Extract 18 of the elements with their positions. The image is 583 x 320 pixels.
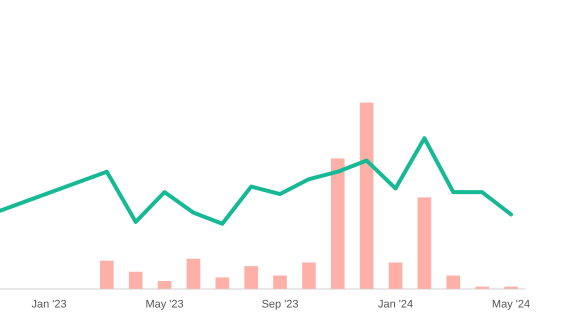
bar <box>418 197 432 289</box>
bar <box>446 275 460 289</box>
bar <box>186 258 200 289</box>
bar <box>100 260 114 289</box>
x-tick-label: May '23 <box>145 298 184 310</box>
bar <box>128 272 143 289</box>
bar <box>360 102 374 289</box>
bar <box>302 262 316 289</box>
bar <box>330 158 345 289</box>
x-tick-label: Jan '23 <box>32 298 67 310</box>
bar <box>273 275 287 289</box>
bar <box>215 277 230 289</box>
x-tick-label: May '24 <box>492 298 530 310</box>
x-tick-label: Jan '24 <box>378 298 414 310</box>
bar <box>244 266 258 289</box>
bar <box>158 281 172 289</box>
bar <box>388 262 402 289</box>
x-tick-label: Sep '23 <box>262 298 299 310</box>
